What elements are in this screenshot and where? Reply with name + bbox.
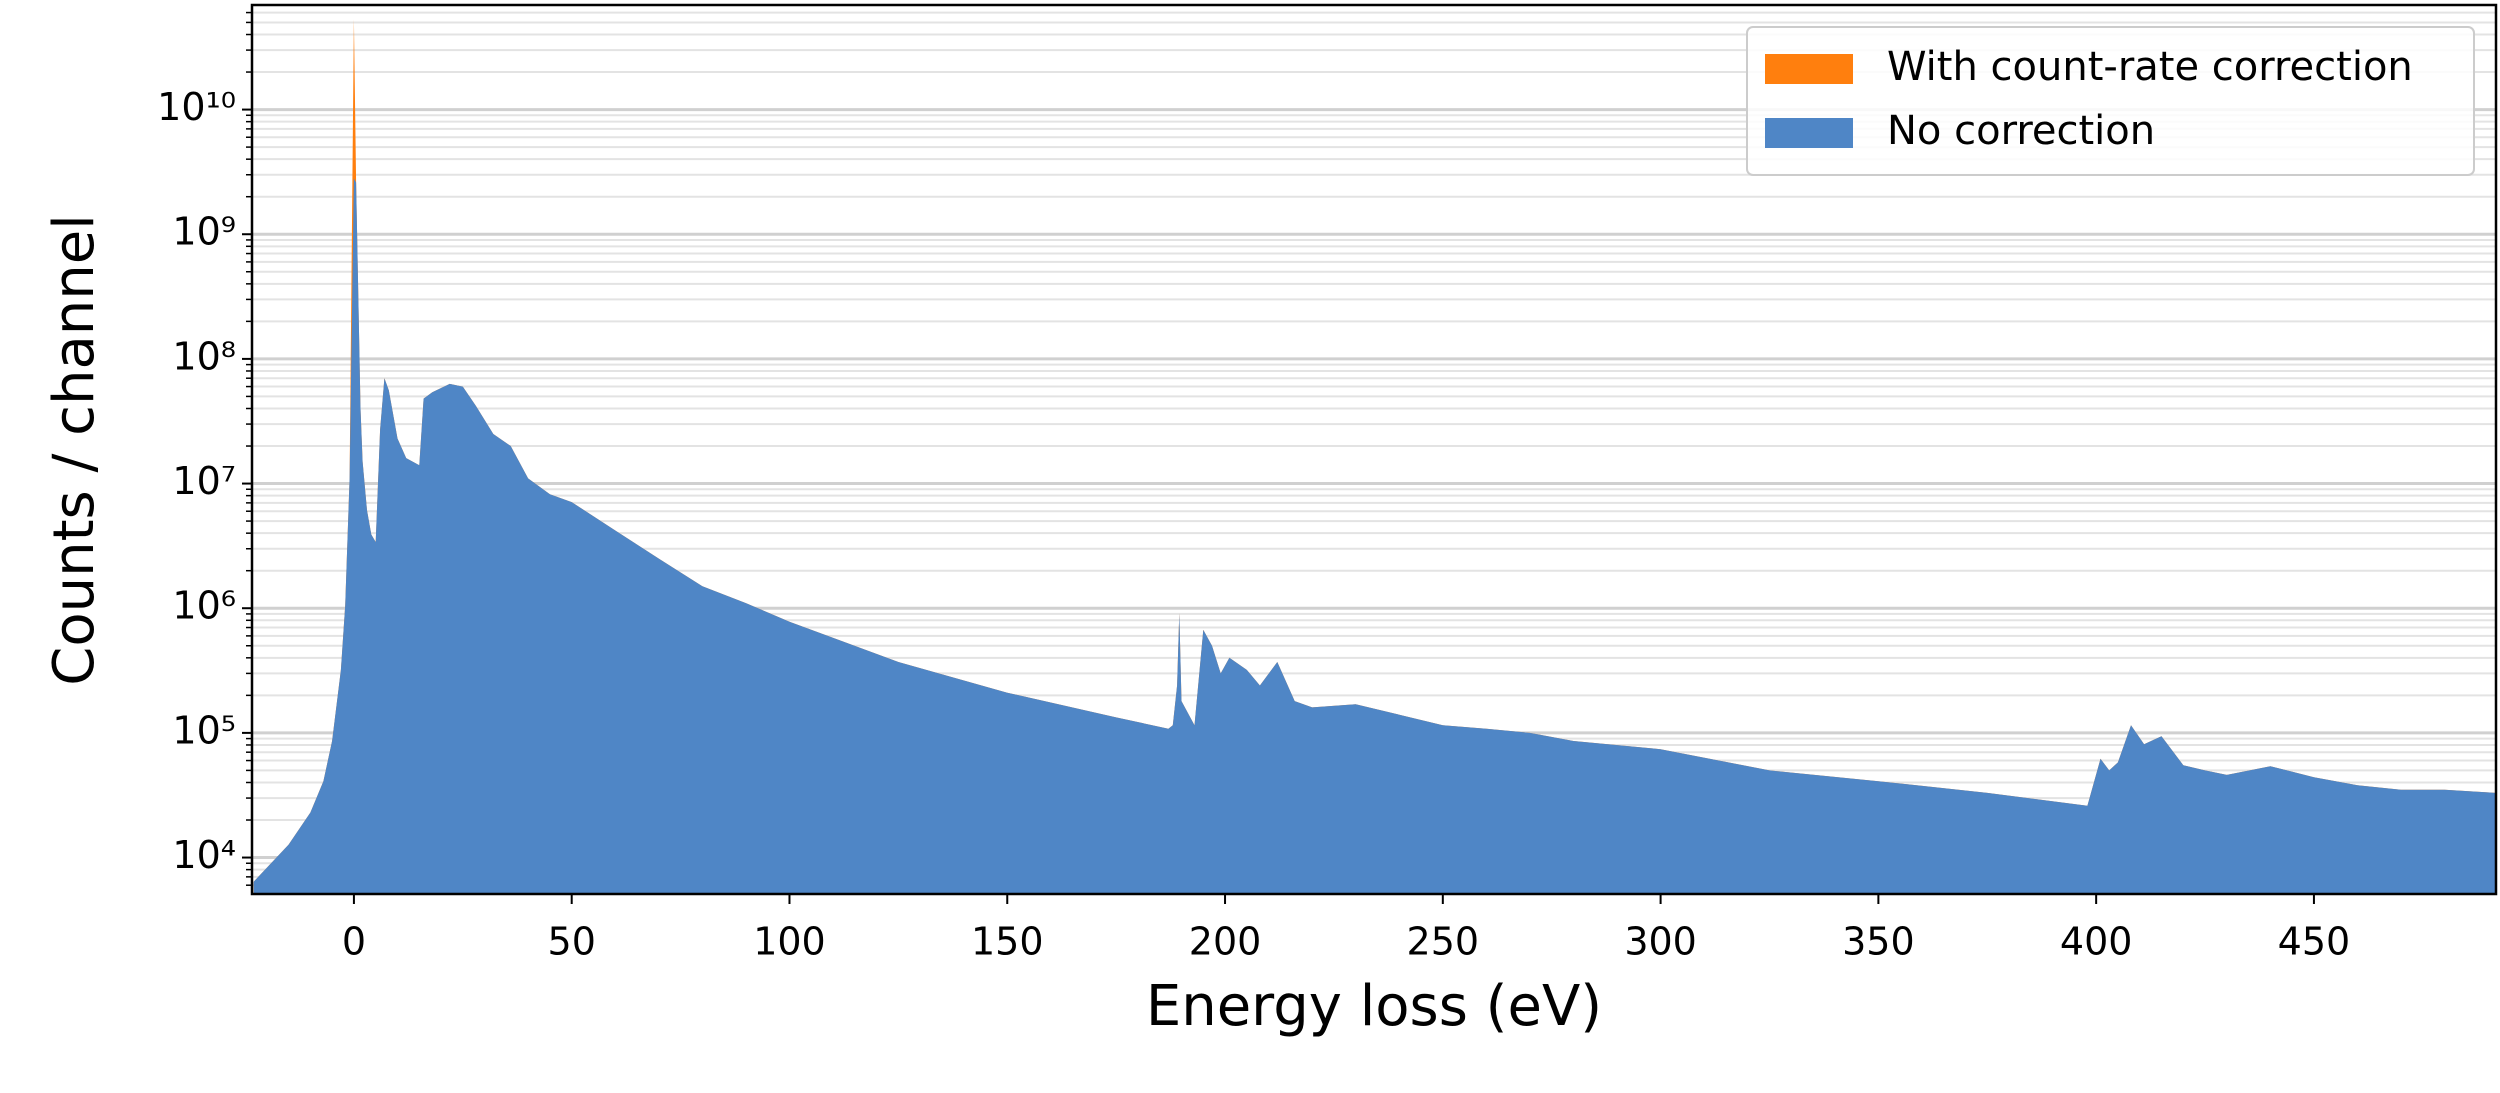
x-axis-label: Energy loss (eV) <box>1146 974 1602 1039</box>
x-tick-label: 0 <box>342 920 366 964</box>
legend-label: With count-rate correction <box>1887 44 2413 90</box>
plot-frame <box>250 3 2498 896</box>
x-tick-label: 350 <box>1842 920 1915 964</box>
legend-swatch <box>1765 54 1853 84</box>
y-tick-label: 10⁵ <box>172 708 236 752</box>
y-axis-label: Counts / channel <box>42 214 107 686</box>
y-tick-label: 10⁹ <box>172 210 236 254</box>
x-tick-label: 400 <box>2060 920 2133 964</box>
x-tick-label: 150 <box>971 920 1044 964</box>
series-area <box>253 178 2497 894</box>
y-tick-label: 10⁶ <box>172 584 236 628</box>
y-tick-label: 10⁴ <box>172 833 236 877</box>
y-tick-label: 10⁸ <box>172 334 236 378</box>
y-tick-label: 10⁷ <box>172 459 236 503</box>
x-tick-label: 50 <box>548 920 596 964</box>
x-tick-label: 250 <box>1407 920 1480 964</box>
y-tick-label: 10¹⁰ <box>157 85 236 129</box>
x-tick-label: 450 <box>2278 920 2351 964</box>
legend-box <box>1746 26 2475 176</box>
x-tick-label: 200 <box>1189 920 1262 964</box>
legend-swatch <box>1765 118 1853 148</box>
x-tick-label: 300 <box>1624 920 1697 964</box>
x-tick-label: 100 <box>753 920 826 964</box>
legend-label: No correction <box>1887 108 2155 154</box>
